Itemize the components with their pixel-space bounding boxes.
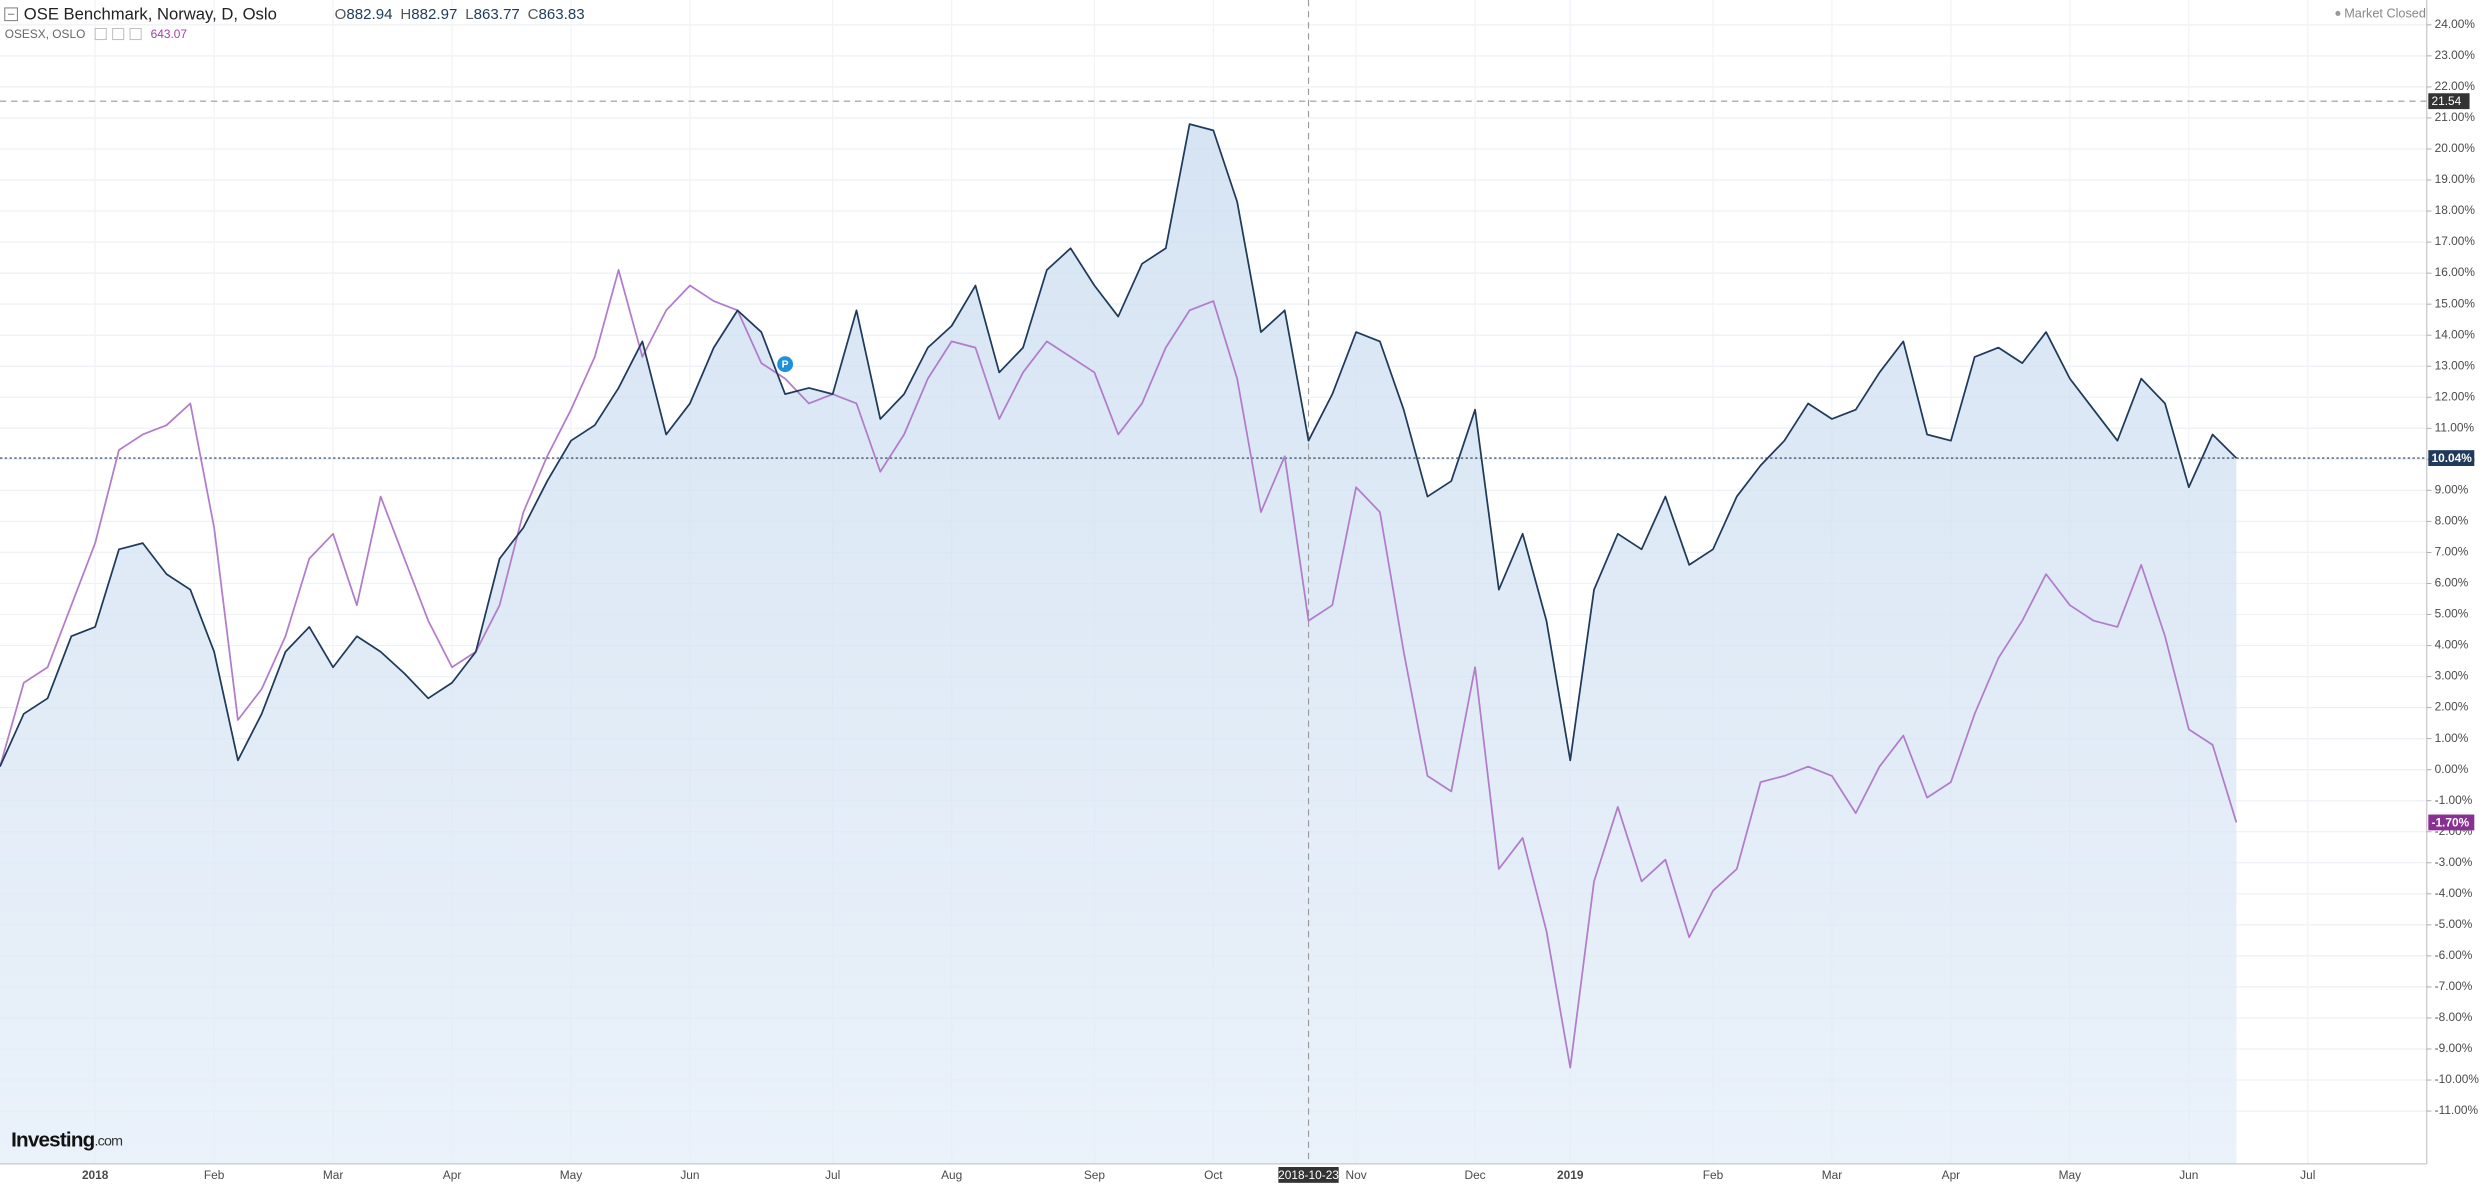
ohlc-key: C <box>528 6 539 23</box>
y-tick-label: 20.00% <box>2435 141 2476 155</box>
last-value-label: 10.04% <box>2431 451 2472 465</box>
y-tick-label: -8.00% <box>2435 1010 2473 1024</box>
logo-suffix: .com <box>94 1133 122 1149</box>
x-tick-label: Jun <box>680 1168 699 1182</box>
y-tick-label: -4.00% <box>2435 886 2473 900</box>
y-tick-label: 24.00% <box>2435 17 2476 31</box>
y-tick-label: 21.00% <box>2435 110 2476 124</box>
x-tick-label: Feb <box>1703 1168 1724 1182</box>
compare-symbol: OSESX, OSLO <box>5 27 86 41</box>
last-value-label: -1.70% <box>2431 815 2469 829</box>
compare-icon[interactable] <box>94 28 107 41</box>
x-tick-label: May <box>2059 1168 2082 1182</box>
x-tick-label: Feb <box>204 1168 225 1182</box>
y-tick-label: 22.00% <box>2435 79 2476 93</box>
x-tick-label: Mar <box>323 1168 344 1182</box>
x-tick-label: Oct <box>1204 1168 1223 1182</box>
ohlc: O882.94 H882.97 L863.77 C863.83 <box>335 6 585 23</box>
crosshair-y-label: 21.54 <box>2431 94 2461 108</box>
y-tick-label: -9.00% <box>2435 1041 2473 1055</box>
y-tick-label: 19.00% <box>2435 172 2476 186</box>
y-tick-label: 7.00% <box>2435 545 2469 559</box>
x-tick-label: Jul <box>825 1168 840 1182</box>
y-tick-label: -6.00% <box>2435 948 2473 962</box>
ohlc-key: H <box>400 6 411 23</box>
ohlc-value: 863.77 <box>474 6 520 23</box>
y-tick-label: 23.00% <box>2435 48 2476 62</box>
ohlc-key: O <box>335 6 347 23</box>
ohlc-value: 882.94 <box>346 6 392 23</box>
y-tick-label: 16.00% <box>2435 265 2476 279</box>
y-tick-label: 8.00% <box>2435 514 2469 528</box>
y-tick-label: 9.00% <box>2435 483 2469 497</box>
series-line <box>0 269 2238 1069</box>
area <box>0 124 2237 1164</box>
status-dot <box>2335 10 2341 16</box>
y-tick-label: 4.00% <box>2435 638 2469 652</box>
x-tick-label: Nov <box>1346 1168 1367 1182</box>
x-tick-label: Mar <box>1822 1168 1843 1182</box>
compare-price: 643.07 <box>151 27 187 41</box>
y-tick-label: 3.00% <box>2435 669 2469 683</box>
y-tick-label: 14.00% <box>2435 327 2476 341</box>
ohlc-value: 882.97 <box>411 6 457 23</box>
compare-icon[interactable] <box>112 28 125 41</box>
event-marker-label: P <box>782 360 789 371</box>
y-tick-label: 1.00% <box>2435 731 2469 745</box>
y-tick-label: 2.00% <box>2435 700 2469 714</box>
y-tick-label: 5.00% <box>2435 607 2469 621</box>
x-tick-label: Apr <box>1942 1168 1961 1182</box>
x-tick-label: Dec <box>1464 1168 1485 1182</box>
x-tick-label: Aug <box>941 1168 962 1182</box>
y-tick-label: -5.00% <box>2435 917 2473 931</box>
y-tick-label: -1.00% <box>2435 793 2473 807</box>
logo-main: Investing <box>11 1129 95 1152</box>
y-tick-label: -7.00% <box>2435 979 2473 993</box>
x-tick-label: Apr <box>443 1168 462 1182</box>
axis: 24.00% 23.00% 22.00% 21.00% 20.00% 19.00% 18.0… <box>82 17 2479 1183</box>
plot <box>0 0 2427 1164</box>
y-tick-label: -11.00% <box>2435 1103 2479 1117</box>
last-value-box <box>2428 450 2475 467</box>
x-tick-label: May <box>560 1168 583 1182</box>
x-tick-label: 2018 <box>82 1168 109 1182</box>
compare-icon[interactable] <box>129 28 142 41</box>
y-tick-label: -10.00% <box>2435 1072 2480 1086</box>
ohlc-value: 863.83 <box>539 6 585 23</box>
crosshair-y-box <box>2428 93 2470 110</box>
x-tick-label: Jun <box>2179 1168 2198 1182</box>
y-tick-label: 15.00% <box>2435 296 2476 310</box>
x-tick-label: 2019 <box>1557 1168 1584 1182</box>
y-tick-label: 0.00% <box>2435 762 2469 776</box>
logo: Investing.com <box>11 1129 122 1152</box>
market-status: Market Closed <box>2344 7 2426 21</box>
main-symbol: OSE Benchmark, Norway, D, Oslo <box>24 4 277 23</box>
collapse-icon[interactable] <box>4 7 19 22</box>
y-tick-label: 18.00% <box>2435 203 2476 217</box>
y-tick-label: 11.00% <box>2435 420 2475 434</box>
y-tick-label: -3.00% <box>2435 855 2473 869</box>
ohlc-key: L <box>465 6 473 23</box>
crosshair-x-box <box>1278 1166 1339 1183</box>
event-marker[interactable] <box>777 356 794 373</box>
x-tick-label: Jul <box>2300 1168 2315 1182</box>
y-tick-label: 12.00% <box>2435 389 2476 403</box>
y-tick-label: 17.00% <box>2435 234 2476 248</box>
x-tick-label: Sep <box>1084 1168 1106 1182</box>
crosshair-x-label: 2018-10-23 <box>1278 1168 1339 1182</box>
y-tick-label: 13.00% <box>2435 358 2476 372</box>
y-tick-label: 6.00% <box>2435 576 2469 590</box>
series-line <box>0 123 2238 767</box>
last-value-box <box>2428 814 2475 831</box>
